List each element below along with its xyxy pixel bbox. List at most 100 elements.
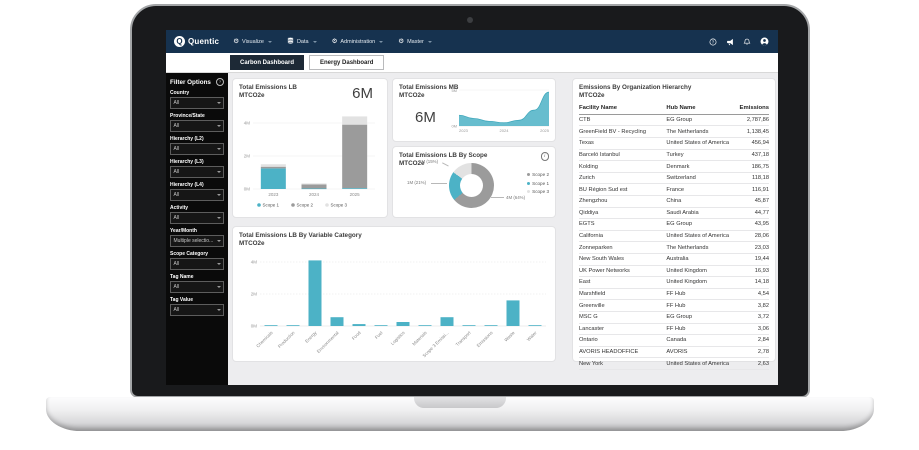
svg-text:Emissions: Emissions (476, 330, 495, 349)
card-cat-title: Total Emissions LB By Variable Category (239, 232, 362, 239)
nav-item-master[interactable]: ⚙ Master (398, 37, 432, 46)
filter-label: Province/State (170, 112, 205, 119)
table-row[interactable]: Barceló Istanbul Turkey 437,18 (579, 149, 769, 162)
account-icon[interactable] (760, 37, 769, 46)
table-row[interactable]: GreenField BV - Recycling The Netherlands… (579, 125, 769, 139)
table-cell: The Netherlands (666, 125, 737, 139)
laptop-base (46, 397, 874, 431)
table-row[interactable]: MSC G EG Group 3,72 (579, 311, 769, 324)
table-cell: 3,82 (736, 299, 769, 312)
filter-dropdown[interactable]: All (170, 212, 224, 224)
table-cell: EG Group (666, 114, 737, 127)
nav-item-data[interactable]: Data (287, 37, 317, 46)
table-row[interactable]: UK Power Networks United Kingdom 16,93 (579, 265, 769, 278)
table-row[interactable]: Qiddiya Saudi Arabia 44,77 (579, 207, 769, 220)
table-cell: France (666, 183, 737, 196)
legend-item-scope-3[interactable]: Scope 3 (527, 189, 549, 194)
filter-label: Hierarchy (L3) (170, 158, 204, 165)
table-row[interactable]: Ontario Canada 2,84 (579, 334, 769, 347)
tab-carbon-dashboard[interactable]: Carbon Dashboard (230, 55, 305, 70)
filter-dropdown[interactable]: All (170, 281, 224, 293)
table-row[interactable]: New South Wales Australia 19,44 (579, 253, 769, 266)
table-cell: 3,72 (736, 311, 769, 324)
table-row[interactable]: Zonneparken The Netherlands 23,03 (579, 241, 769, 254)
donut-label-scope2: 4M (64%) (506, 195, 526, 200)
nav-menu: ⚙ Visualize Data ⚙ Administration ⚙ Master (233, 37, 432, 46)
filter-options-title: Filter Options (170, 78, 211, 86)
table-cell: FF Hub (666, 288, 737, 301)
chevron-down-icon (216, 148, 221, 150)
table-row[interactable]: Greenville FF Hub 3,82 (579, 299, 769, 312)
table-cell: UK Power Networks (579, 265, 667, 278)
nav-item-administration[interactable]: ⚙ Administration (332, 37, 384, 46)
info-icon[interactable]: i (540, 152, 549, 161)
table-cell: AVORIS (666, 346, 737, 359)
table-row[interactable]: Lancaster FF Hub 3,06 (579, 323, 769, 336)
table-row[interactable]: AVORIS HEADOFFICE AVORIS 2,78 (579, 346, 769, 359)
table-row[interactable]: BU Région Sud est France 116,91 (579, 183, 769, 196)
col-header[interactable]: Facility Name (579, 103, 667, 115)
table-cell: BU Région Sud est (579, 183, 667, 196)
donut-label-scope3: 1M (15%) (419, 159, 439, 164)
filter-dropdown[interactable]: All (170, 258, 224, 270)
scope-legend: Scope 2 Scope 1 Scope 3 (527, 172, 549, 194)
tab-energy-dashboard[interactable]: Energy Dashboard (309, 55, 385, 70)
filter-help-icon[interactable]: ? (216, 78, 224, 86)
svg-text:2023: 2023 (459, 128, 469, 133)
filter-sidebar: Filter Options ? Country All Province/Stat… (166, 73, 228, 385)
table-row[interactable]: Kolding Denmark 186,75 (579, 160, 769, 173)
table-row[interactable]: CTB EG Group 2,787,86 (579, 114, 769, 127)
table-cell: FF Hub (666, 299, 737, 312)
database-icon (287, 37, 294, 46)
table-subtitle: MTCO2e (579, 92, 605, 100)
card-emissions-by-scope: Total Emissions LB By Scope MTCO2e i 1M … (392, 146, 556, 218)
table-cell: 2,63 (736, 357, 769, 370)
filter-dropdown[interactable]: All (170, 143, 224, 155)
filter-label: Tag Value (170, 296, 193, 303)
help-icon[interactable]: ? (709, 38, 717, 46)
legend-item-scope-2[interactable]: Scope 2 (527, 172, 549, 177)
filter-value: All (173, 192, 180, 198)
legend-item-scope-1[interactable]: Scope 1 (527, 181, 549, 186)
table-cell: CTB (579, 114, 667, 127)
nav-item-visualize[interactable]: ⚙ Visualize (233, 37, 272, 46)
col-header[interactable]: Emissions (736, 103, 769, 115)
table-cell: United States of America (666, 357, 737, 370)
svg-text:5M: 5M (451, 88, 457, 93)
filter-label: Country (170, 89, 190, 96)
filter-dropdown[interactable]: All (170, 120, 224, 132)
filter-value: All (173, 123, 180, 129)
table-row[interactable]: Zhengzhou China 45,87 (579, 195, 769, 208)
table-cell: Qiddiya (579, 207, 667, 220)
filter-dropdown[interactable]: Multiple selectio... (170, 235, 224, 247)
filter-dropdown[interactable]: All (170, 304, 224, 316)
table-row[interactable]: Zurich Switzerland 118,18 (579, 172, 769, 185)
table-cell: New York (579, 357, 667, 370)
table-row[interactable]: New York United States of America 2,63 (579, 357, 769, 370)
table-row[interactable]: EGTS EG Group 43,95 (579, 218, 769, 231)
table-cell: GreenField BV - Recycling (579, 125, 667, 139)
filter-value: All (173, 100, 180, 106)
table-cell: 2,787,86 (736, 114, 769, 127)
svg-text:Environmental: Environmental (316, 330, 340, 354)
dashboard-tabs: Carbon Dashboard Energy Dashboard (166, 53, 778, 73)
chevron-down-icon (379, 40, 384, 43)
table-row[interactable]: California United States of America 28,06 (579, 230, 769, 243)
table-row[interactable]: Texas United States of America 456,94 (579, 137, 769, 150)
filter-label: Scope Category (170, 250, 209, 257)
table-cell: Ontario (579, 334, 667, 347)
filter-dropdown[interactable]: All (170, 189, 224, 201)
table-cell: The Netherlands (666, 241, 737, 254)
filter-value: Multiple selectio... (173, 238, 214, 244)
table-cell: 19,44 (736, 253, 769, 266)
chevron-down-icon (216, 171, 221, 173)
filter-value: All (173, 146, 180, 152)
bell-icon[interactable] (743, 38, 751, 46)
col-header[interactable]: Hub Name (666, 103, 737, 115)
filter-dropdown[interactable]: All (170, 166, 224, 178)
filter-dropdown[interactable]: All (170, 97, 224, 109)
table-row[interactable]: East United Kingdom 14,18 (579, 276, 769, 289)
table-row[interactable]: Marshfield FF Hub 4,54 (579, 288, 769, 301)
table-cell: Kolding (579, 160, 667, 173)
announcement-icon[interactable] (726, 38, 734, 46)
